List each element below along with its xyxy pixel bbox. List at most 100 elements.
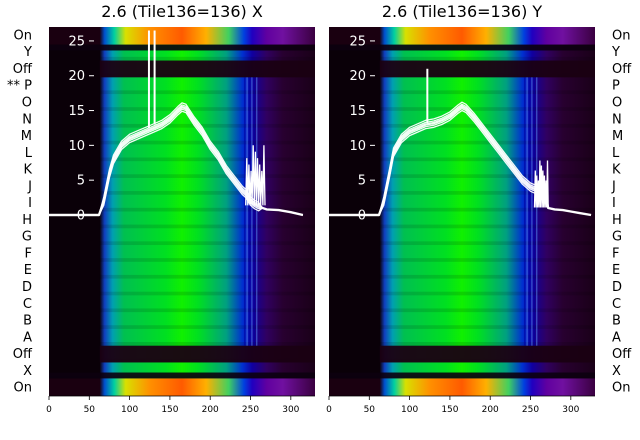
x-tick-label: 200	[202, 405, 219, 415]
series-line	[49, 105, 304, 217]
row-label: Off	[612, 347, 632, 362]
panel-x: 2.6 (Tile136=136) X 0 5 10 15 20 25 On Y Off ** …	[7, 2, 315, 415]
heatmap-off-band-top	[329, 60, 595, 78]
heatmap-on-band-top	[49, 27, 315, 45]
heatmap-row-stripe	[49, 157, 315, 162]
heatmap-off-band-bottom	[329, 345, 595, 363]
heatmap-row-stripe	[49, 174, 315, 178]
heatmap-row-stripe	[49, 258, 315, 262]
row-label: G	[612, 230, 622, 245]
heatmap-row-stripe	[49, 191, 315, 195]
heatmap-off-band-bottom	[49, 345, 315, 363]
x-tick-label: 0	[326, 405, 332, 415]
row-label: On	[612, 381, 630, 396]
x-tick-label: 250	[242, 405, 259, 415]
heatmap-streak	[251, 77, 253, 346]
row-label: I	[28, 196, 32, 211]
row-label: Off	[612, 62, 632, 77]
heatmap-row-stripe	[49, 207, 315, 212]
heatmap-dark-left	[49, 50, 100, 373]
row-label: On	[14, 381, 32, 396]
heatmap-row-stripe	[329, 90, 595, 95]
row-label: X	[23, 364, 32, 379]
panel-x-x-axis: 0 50 100 150 200 250 300	[46, 395, 315, 415]
heatmap-streak	[526, 77, 528, 346]
heatmap-row-stripe	[49, 341, 315, 346]
row-label: N	[22, 112, 32, 127]
row-label: B	[612, 314, 621, 329]
heatmap-row-stripe	[329, 224, 595, 229]
row-label: On	[612, 28, 630, 43]
heatmap-separator-top	[329, 44, 595, 51]
y-tick-label: 25	[349, 34, 366, 49]
heatmap-dark-left	[329, 50, 380, 373]
row-label: K	[23, 163, 32, 178]
heatmap-streak	[536, 77, 538, 346]
heatmap-row-stripe	[49, 241, 315, 246]
heatmap-separator-bottom	[49, 372, 315, 379]
heatmap-row-stripe	[49, 291, 315, 296]
row-label: D	[22, 280, 32, 295]
row-label: J	[611, 179, 616, 194]
row-label: N	[612, 112, 622, 127]
heatmap-row-stripe	[329, 325, 595, 329]
row-label: B	[23, 314, 32, 329]
heatmap-row-stripe	[329, 174, 595, 178]
heatmap-on-band-top	[329, 27, 595, 45]
panel-x-series	[49, 30, 304, 217]
heatmap-row-stripe	[49, 308, 315, 313]
x-tick-label: 150	[441, 405, 458, 415]
y-tick-label: 25	[68, 34, 85, 49]
series-noise	[245, 145, 266, 206]
row-label: H	[22, 213, 32, 228]
row-label: O	[612, 95, 622, 110]
heatmap-row-stripe	[329, 207, 595, 212]
row-label: M	[21, 129, 32, 144]
heatmap-row-stripe	[49, 90, 315, 95]
row-label: G	[22, 230, 32, 245]
row-label: A	[612, 330, 621, 345]
heatmap-separator-bottom	[329, 372, 595, 379]
row-label: F	[25, 246, 32, 261]
row-label: K	[612, 163, 621, 178]
series-line	[329, 101, 592, 216]
heatmap-row-stripe	[329, 241, 595, 246]
heatmap-row-stripe	[49, 123, 315, 128]
row-label: E	[24, 263, 32, 278]
row-label: A	[23, 330, 32, 345]
heatmap-streak	[248, 77, 251, 346]
row-label: ** P	[7, 79, 32, 94]
row-label: M	[612, 129, 623, 144]
row-label: On	[14, 28, 32, 43]
heatmap-streak	[524, 77, 526, 346]
x-tick-label: 250	[522, 405, 539, 415]
panel-y: 2.6 (Tile136=136) Y 0 5 10 15 20 25 On Y Off PON…	[326, 2, 632, 415]
heatmap-streak	[244, 77, 246, 346]
y-tick-label: 5	[358, 174, 366, 189]
heatmap-row-stripe	[329, 308, 595, 313]
heatmap-row-stripe	[329, 258, 595, 262]
heatmap-on-band-bottom	[49, 378, 315, 396]
row-label: D	[612, 280, 622, 295]
heatmap-row-stripe	[329, 341, 595, 346]
heatmap-separator-top	[49, 44, 315, 51]
y-tick-label: 10	[68, 139, 85, 154]
heatmap-streak	[253, 77, 255, 346]
x-tick-label: 200	[482, 405, 499, 415]
row-label: Y	[23, 45, 32, 60]
row-label: L	[612, 146, 620, 161]
y-tick-label: 15	[349, 104, 366, 119]
x-tick-label: 150	[161, 405, 178, 415]
row-label: Off	[13, 62, 33, 77]
x-tick-label: 100	[121, 405, 138, 415]
heatmap-on-band-bottom	[329, 378, 595, 396]
panel-y-heatmap	[329, 27, 595, 396]
x-tick-label: 300	[562, 405, 579, 415]
heatmap-row-stripe	[49, 325, 315, 329]
row-label: J	[27, 179, 32, 194]
x-tick-label: 300	[282, 405, 299, 415]
y-tick-label: 20	[68, 69, 85, 84]
